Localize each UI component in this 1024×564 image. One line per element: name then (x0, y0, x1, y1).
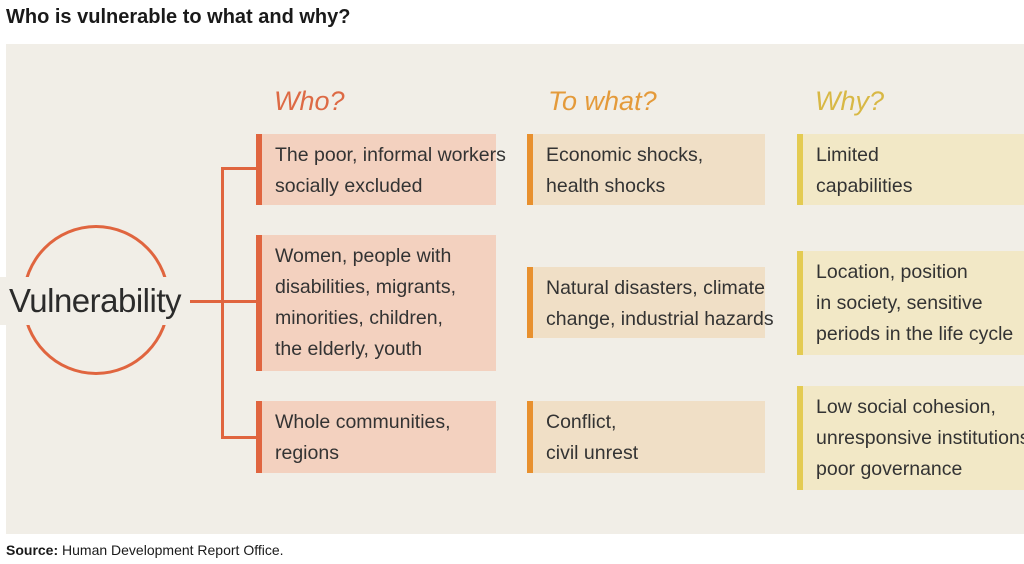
why-2-line-1: Location, position (816, 261, 968, 283)
why-box-3: Low social cohesion, unresponsive instit… (797, 386, 1024, 490)
source-text: Human Development Report Office. (62, 542, 284, 558)
who-2-line-3: minorities, children, (275, 307, 443, 329)
connector-vertical-bracket (221, 167, 224, 439)
header-why: Why? (815, 86, 885, 116)
to-what-box-2: Natural disasters, climate change, indus… (527, 267, 774, 338)
to-what-2-line-2: change, industrial hazards (546, 308, 774, 330)
header-who: Who? (274, 86, 345, 116)
connector-to-who-3 (221, 436, 258, 439)
who-box-2: Women, people with disabilities, migrant… (256, 235, 496, 371)
figure-title: Who is vulnerable to what and why? (6, 6, 351, 28)
vulnerability-label: Vulnerability (0, 277, 190, 325)
source-label: Source: (6, 542, 59, 558)
who-3-line-2: regions (275, 442, 339, 464)
why-box-1: Limited capabilities (797, 134, 1024, 205)
why-2-line-3: periods in the life cycle (816, 323, 1014, 345)
connector-to-who-2 (221, 300, 258, 303)
connector-from-center (190, 300, 224, 303)
to-what-box-1: Economic shocks, health shocks (527, 134, 765, 205)
why-3-line-2: unresponsive institutions, (816, 427, 1024, 449)
to-what-3-line-2: civil unrest (546, 442, 639, 464)
who-box-3: Whole communities, regions (256, 401, 496, 473)
who-2-line-1: Women, people with (275, 245, 452, 267)
why-1-line-2: capabilities (816, 175, 913, 197)
to-what-1-line-1: Economic shocks, (546, 144, 704, 166)
why-1-line-1: Limited (816, 144, 879, 166)
why-2-line-2: in society, sensitive (816, 292, 983, 314)
to-what-box-3: Conflict, civil unrest (527, 401, 765, 473)
who-1-line-2: socially excluded (275, 175, 423, 197)
source-note: Source: Human Development Report Office. (6, 542, 284, 558)
to-what-1-line-2: health shocks (546, 175, 666, 197)
to-what-2-line-1: Natural disasters, climate (546, 277, 765, 299)
who-1-line-1: The poor, informal workers (275, 144, 506, 166)
who-2-line-2: disabilities, migrants, (275, 276, 456, 298)
connector-to-who-1 (221, 167, 258, 170)
why-3-line-1: Low social cohesion, (816, 396, 996, 418)
who-3-line-1: Whole communities, (275, 411, 451, 433)
who-2-line-4: the elderly, youth (275, 338, 423, 360)
to-what-3-line-1: Conflict, (546, 411, 617, 433)
why-box-2: Location, position in society, sensitive… (797, 251, 1024, 355)
header-to-what: To what? (548, 86, 657, 116)
who-box-1: The poor, informal workers socially excl… (256, 134, 506, 205)
why-3-line-3: poor governance (816, 458, 963, 480)
